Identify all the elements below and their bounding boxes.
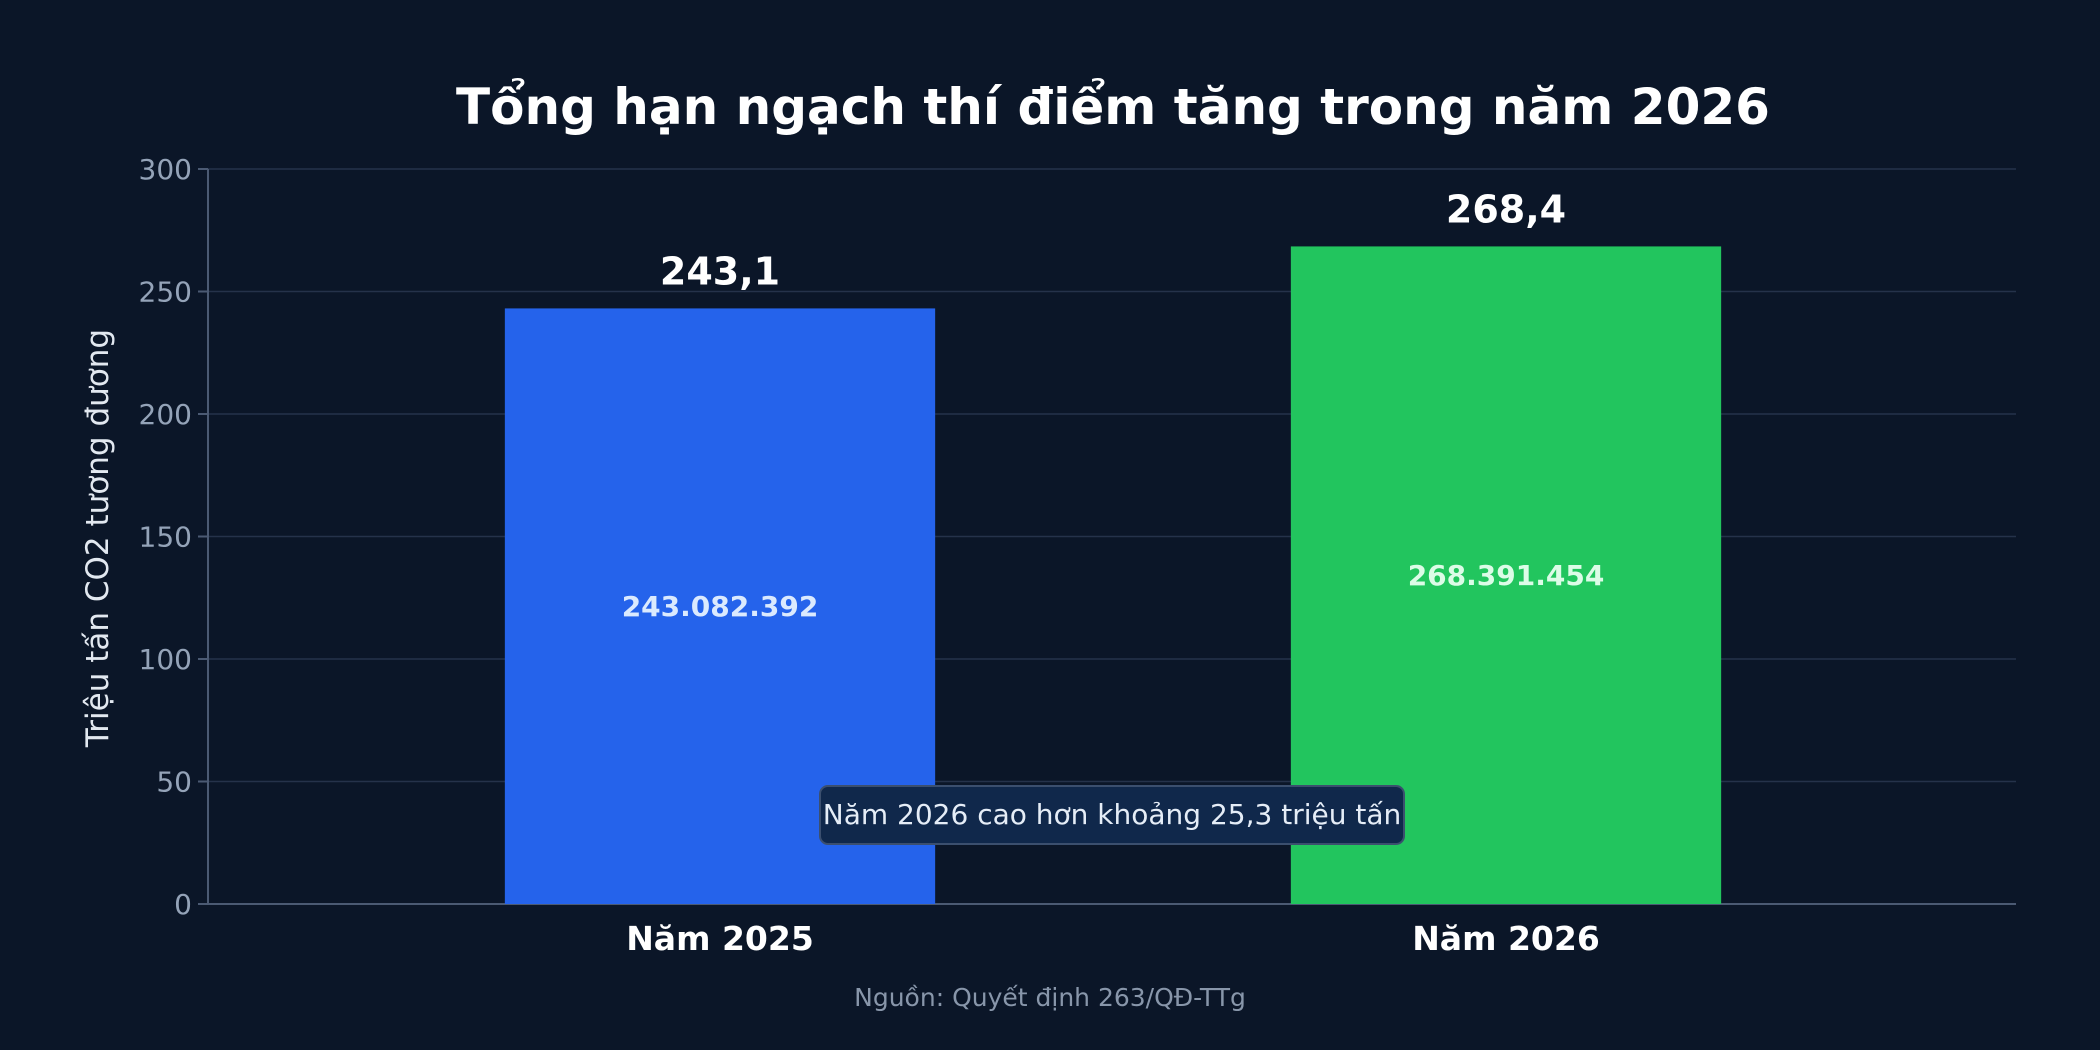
chart-title: Tổng hạn ngạch thí điểm tăng trong năm 2… (456, 78, 1770, 136)
y-tick-label: 250 (139, 276, 192, 309)
y-tick-label: 150 (139, 521, 192, 554)
x-tick-label: Năm 2025 (626, 919, 814, 958)
y-tick-label: 300 (139, 153, 192, 186)
bar-value-label: 268,4 (1446, 187, 1566, 231)
y-tick-label: 50 (156, 766, 192, 799)
annotation-box: Năm 2026 cao hơn khoảng 25,3 triệu tấn (819, 785, 1405, 845)
y-axis-label: Triệu tấn CO2 tương đương (80, 329, 116, 748)
labels: 0 50 100 150 200 250 300 243,1 243.082.392 Năm 20… (139, 153, 1605, 958)
bar-inner-label: 268.391.454 (1408, 559, 1605, 592)
y-tick-label: 200 (139, 398, 192, 431)
y-tick-label: 100 (139, 643, 192, 676)
source-note: Nguồn: Quyết định 263/QĐ-TTg (854, 983, 1246, 1012)
y-tick-label: 0 (174, 888, 192, 921)
annotation-text: Năm 2026 cao hơn khoảng 25,3 triệu tấn (823, 798, 1401, 831)
annotation-background (819, 785, 1405, 845)
bar-inner-label: 243.082.392 (622, 590, 819, 623)
x-tick-label: Năm 2026 (1412, 919, 1600, 958)
bar-value-label: 243,1 (660, 249, 780, 293)
